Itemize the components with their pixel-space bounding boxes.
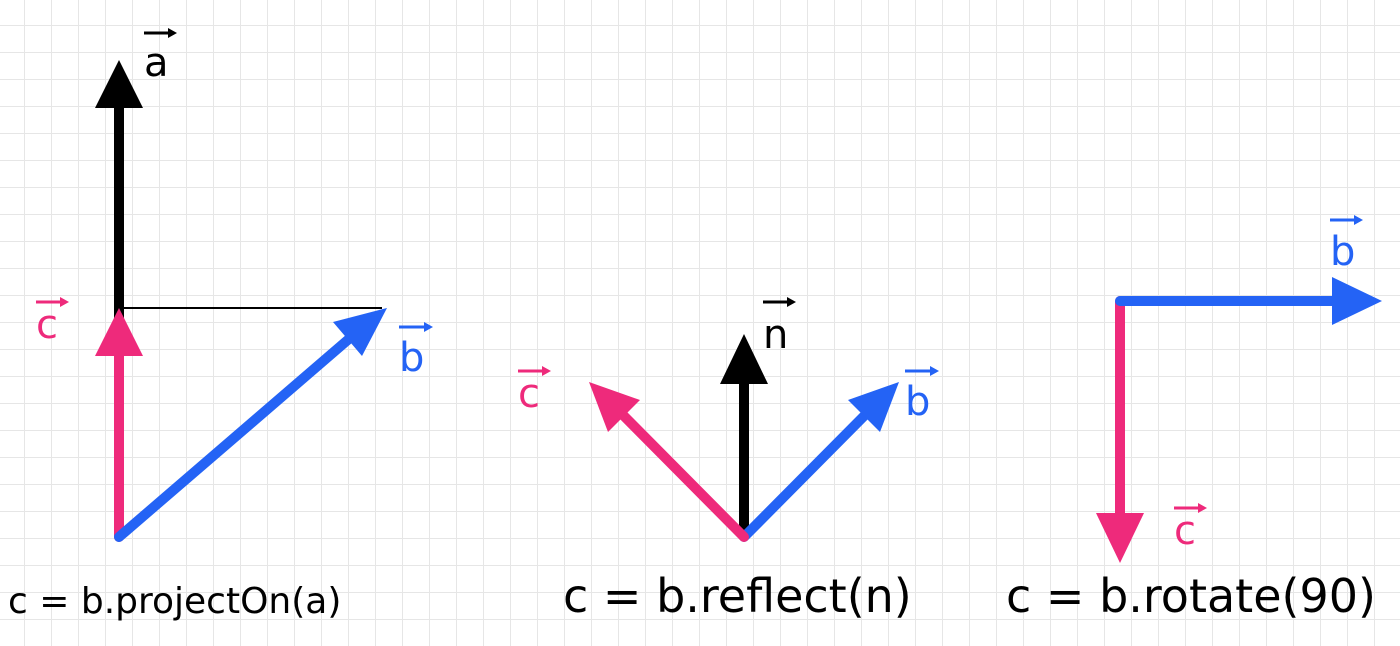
svg-text:c: c — [1174, 508, 1196, 554]
svg-text:c: c — [518, 371, 540, 417]
label-b: b — [1330, 215, 1363, 275]
svg-text:b: b — [1330, 229, 1355, 275]
svg-text:b: b — [399, 335, 424, 381]
caption-rotate: c = b.rotate(90) — [1006, 569, 1376, 623]
vector-b-arrow — [739, 382, 899, 542]
label-c: c — [36, 297, 69, 348]
svg-text:b: b — [905, 379, 930, 425]
svg-text:c: c — [36, 302, 58, 348]
vector-c-arrow — [589, 382, 749, 542]
label-c: c — [1174, 503, 1207, 554]
vector-b-arrow — [1115, 277, 1382, 325]
label-n: n — [763, 297, 796, 358]
label-a: a — [144, 28, 177, 86]
vector-c-arrow — [95, 308, 143, 542]
label-c: c — [518, 366, 551, 417]
caption-project: c = b.projectOn(a) — [8, 581, 341, 622]
vector-n-arrow — [720, 334, 768, 537]
panel-project: a c b c = b.projectOn(a) — [8, 28, 433, 622]
label-b: b — [399, 322, 433, 381]
vector-a-arrow — [95, 60, 143, 318]
vector-b-arrow — [114, 308, 387, 542]
svg-text:n: n — [763, 312, 788, 358]
vector-c-arrow — [1096, 296, 1144, 563]
svg-text:a: a — [144, 40, 169, 86]
panel-reflect: n c b c = b.reflect(n) — [518, 297, 939, 623]
panel-rotate: b c c = b.rotate(90) — [1006, 215, 1382, 623]
label-b: b — [905, 366, 939, 425]
caption-reflect: c = b.reflect(n) — [563, 569, 912, 623]
